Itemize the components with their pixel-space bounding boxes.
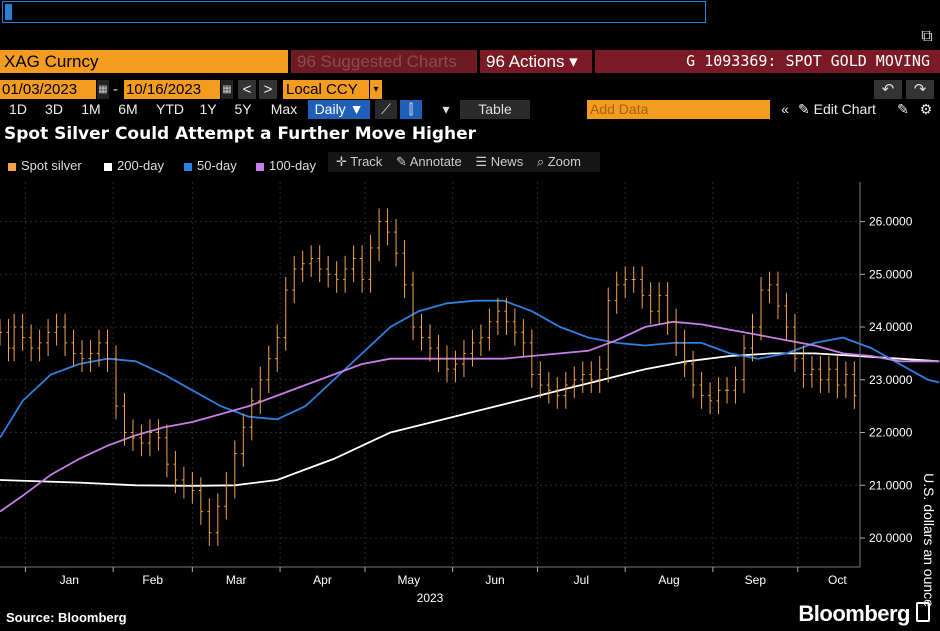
- period-6m[interactable]: 6M: [118, 101, 138, 117]
- news-icon: ☰: [475, 154, 491, 169]
- source-note: Source: Bloomberg: [6, 610, 127, 625]
- edit-icon[interactable]: ✎: [897, 101, 909, 117]
- axes-layer: 20.0000 21.0000 22.0000 23.0000 24.0000 25.00…: [0, 182, 913, 587]
- legend-100-day[interactable]: 100-day: [256, 155, 316, 177]
- line-chart-icon[interactable]: ⟋: [375, 100, 397, 119]
- x-tick-label: Oct: [828, 573, 847, 587]
- x-tick-label: Mar: [226, 573, 247, 587]
- annotate-label: Annotate: [409, 154, 462, 169]
- end-date-field[interactable]: 10/16/2023: [124, 80, 220, 99]
- frequency-select[interactable]: Daily ▼: [308, 100, 370, 119]
- y-tick-label: 24.0000: [869, 320, 913, 334]
- suggested-charts-button[interactable]: 96 Suggested Charts: [291, 50, 477, 73]
- table-button[interactable]: Table: [460, 100, 530, 119]
- annotate-button[interactable]: ✎ Annotate: [396, 154, 462, 169]
- period-max[interactable]: Max: [270, 101, 298, 117]
- ticker-field[interactable]: XAG Curncy: [0, 50, 288, 73]
- gear-icon[interactable]: ⚙: [919, 101, 933, 117]
- actions-menu[interactable]: 96 Actions ▾: [480, 50, 592, 73]
- series-line-100-day: [0, 320, 940, 513]
- collapse-icon[interactable]: «: [781, 101, 789, 117]
- calendar-icon[interactable]: ▦: [97, 80, 109, 99]
- popout-icon[interactable]: ⧉: [921, 28, 933, 45]
- bar-chart-icon[interactable]: ⫿: [400, 100, 422, 119]
- x-axis-year-label: 2023: [417, 591, 444, 605]
- y-tick-label: 23.0000: [869, 373, 913, 387]
- legend-swatch: [8, 162, 16, 171]
- x-tick-label: Aug: [658, 573, 679, 587]
- magnifier-icon: ⌕: [536, 154, 548, 169]
- prev-period-button[interactable]: <: [238, 80, 256, 99]
- legend-50-day[interactable]: 50-day: [184, 155, 237, 177]
- legend-swatch: [256, 162, 264, 171]
- command-caret: [5, 4, 12, 20]
- legend-label: 50-day: [197, 158, 237, 173]
- legend-spot-silver[interactable]: Spot silver: [8, 155, 82, 177]
- y-tick-label: 25.0000: [869, 267, 913, 281]
- series-line-50-day: [0, 299, 940, 439]
- news-button[interactable]: ☰ News: [475, 154, 523, 169]
- bloomberg-logo: Bloomberg: [798, 601, 930, 627]
- add-data-input[interactable]: Add Data: [587, 100, 770, 119]
- undo-button[interactable]: ↶: [874, 80, 902, 99]
- zoom-button[interactable]: ⌕ Zoom: [537, 154, 581, 169]
- legend-label: 200-day: [117, 158, 164, 173]
- x-tick-label: Feb: [142, 573, 163, 587]
- crosshair-icon: ✛: [336, 154, 351, 169]
- series-line-200-day: [0, 352, 940, 487]
- series-layer: [0, 208, 940, 546]
- period-1y[interactable]: 1Y: [199, 101, 217, 117]
- y-tick-label: 20.0000: [869, 531, 913, 545]
- news-label: News: [490, 154, 524, 169]
- x-tick-label: May: [397, 573, 420, 587]
- edit-chart-label: Edit Chart: [813, 101, 876, 117]
- redo-button[interactable]: ↷: [906, 80, 934, 99]
- grid-lines: [0, 182, 860, 567]
- legend-label: 100-day: [269, 158, 316, 173]
- y-tick-label: 21.0000: [869, 478, 913, 492]
- y-tick-label: 22.0000: [869, 426, 913, 440]
- chevron-down-icon[interactable]: ▾: [370, 80, 382, 99]
- chevron-down-icon[interactable]: ▾: [436, 100, 456, 119]
- period-5y[interactable]: 5Y: [234, 101, 252, 117]
- x-tick-label: Jan: [60, 573, 79, 587]
- legend-200-day[interactable]: 200-day: [104, 155, 164, 177]
- date-separator: -: [113, 81, 118, 98]
- mobile-icon: [916, 602, 930, 622]
- track-label: Track: [350, 154, 383, 169]
- start-date-field[interactable]: 01/03/2023: [0, 80, 96, 99]
- price-chart[interactable]: 20.0000 21.0000 22.0000 23.0000 24.0000 25.00…: [0, 178, 940, 608]
- pencil-icon: ✎: [395, 154, 410, 169]
- series-spot-silver: [0, 208, 857, 546]
- currency-select[interactable]: Local CCY: [283, 80, 369, 99]
- track-button[interactable]: ✛ Track: [336, 154, 382, 169]
- y-tick-label: 26.0000: [869, 215, 913, 229]
- pencil-icon: ✎: [798, 101, 814, 117]
- news-ticker[interactable]: G 1093369: SPOT GOLD MOVING: [595, 50, 940, 73]
- x-tick-label: Jul: [574, 573, 589, 587]
- period-1d[interactable]: 1D: [9, 101, 27, 117]
- edit-chart-button[interactable]: ✎ Edit Chart: [798, 100, 890, 119]
- brand-text: Bloomberg: [798, 601, 910, 626]
- command-line-input[interactable]: [2, 1, 706, 23]
- calendar-icon[interactable]: ▦: [221, 80, 233, 99]
- period-ytd[interactable]: YTD: [156, 101, 184, 117]
- x-tick-label: Apr: [313, 573, 332, 587]
- next-period-button[interactable]: >: [259, 80, 277, 99]
- period-1m[interactable]: 1M: [81, 101, 101, 117]
- legend-swatch: [104, 162, 112, 171]
- period-3d[interactable]: 3D: [45, 101, 63, 117]
- x-tick-label: Sep: [745, 573, 767, 587]
- zoom-label: Zoom: [547, 154, 581, 169]
- chart-title: Spot Silver Could Attempt a Further Move…: [4, 124, 477, 144]
- x-tick-label: Jun: [485, 573, 504, 587]
- legend-label: Spot silver: [21, 158, 82, 173]
- chart-toolbar: ✛ Track ✎ Annotate ☰ News ⌕ Zoom: [328, 152, 600, 172]
- y-axis-label: U.S. dollars an ounce: [921, 473, 937, 607]
- legend-swatch: [184, 162, 192, 171]
